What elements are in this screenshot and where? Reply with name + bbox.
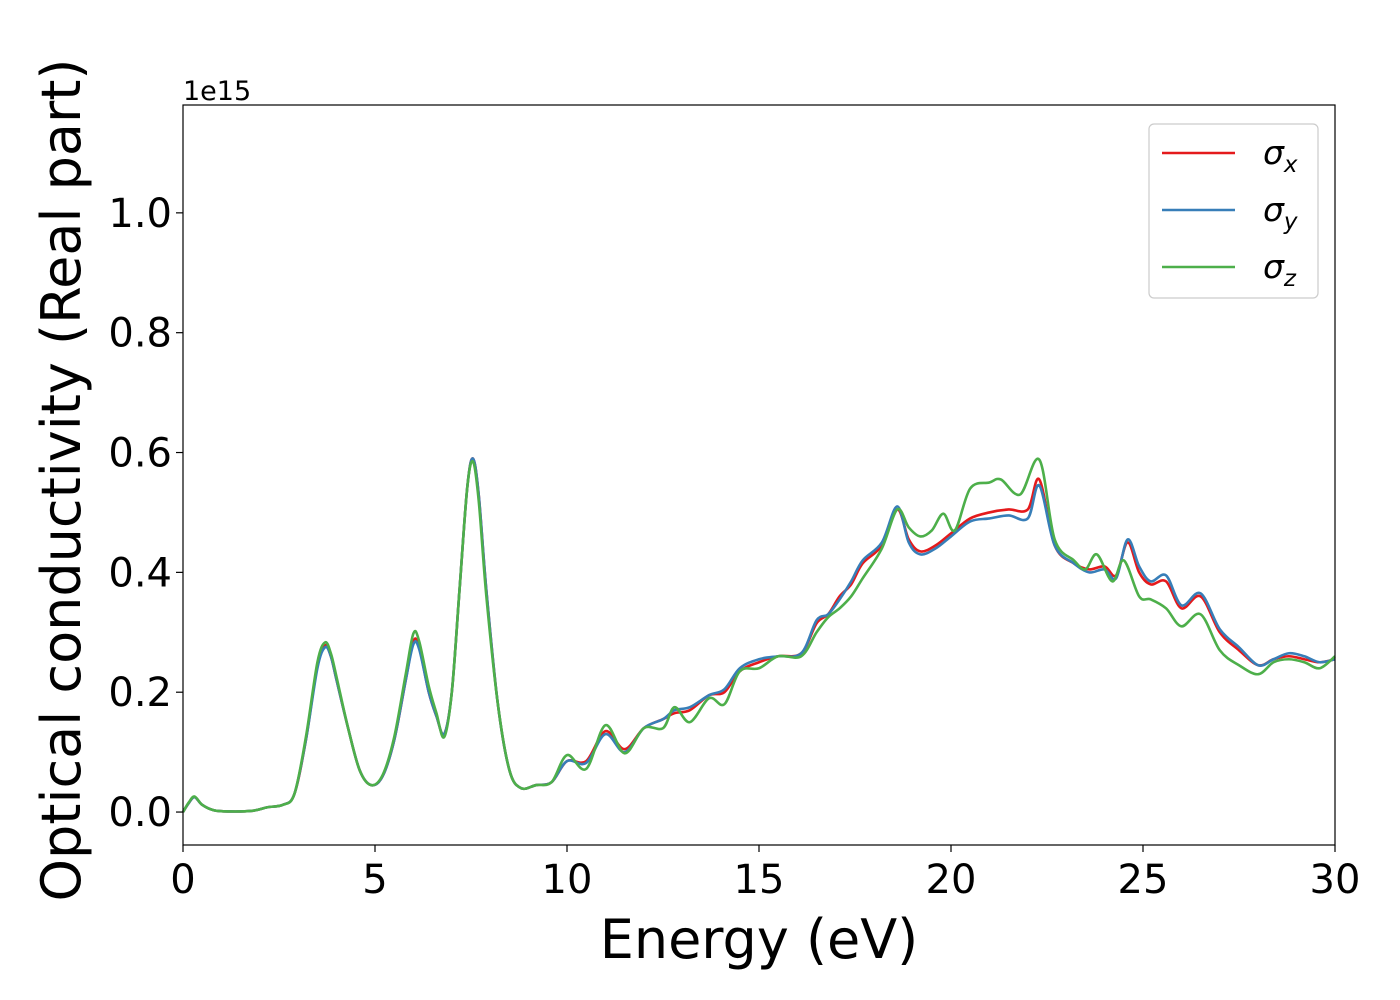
y-tick-label: 0.8 [108,311,172,357]
legend-subscript: x [1283,152,1298,178]
legend-symbol: σ [1263,247,1285,286]
y-tick-label: 0.6 [108,431,172,477]
legend-label-z: σz [1263,247,1297,292]
y-axis-label: Optical conductivity (Real part) [30,59,93,902]
series-lines [181,457,1336,813]
series-line-z [181,457,1336,813]
y-tick-label: 0.2 [108,670,172,716]
x-tick-label: 20 [926,857,977,903]
x-tick-label: 10 [542,857,593,903]
x-tick-label: 15 [734,857,785,903]
legend-subscript: z [1283,266,1297,292]
x-tick-label: 0 [170,857,195,903]
legend-subscript: y [1283,209,1298,235]
x-tick-label: 5 [362,857,387,903]
y-offset-text: 1e15 [183,76,251,107]
x-axis-ticks: 0 5 10 15 20 25 30 [170,845,1360,903]
legend-symbol: σ [1263,190,1285,229]
x-tick-label: 25 [1118,857,1169,903]
legend-symbol: σ [1263,133,1285,172]
y-axis-ticks: 0.0 0.2 0.4 0.6 0.8 1.0 [108,191,183,836]
plot-frame [182,104,1336,846]
x-tick-label: 30 [1310,857,1361,903]
y-tick-label: 0.4 [108,550,172,596]
y-tick-label: 0.0 [108,790,172,836]
y-tick-label: 1.0 [108,191,172,237]
legend-label-x: σx [1263,133,1298,178]
x-axis-label: Energy (eV) [600,908,919,971]
legend-label-y: σy [1263,190,1298,235]
